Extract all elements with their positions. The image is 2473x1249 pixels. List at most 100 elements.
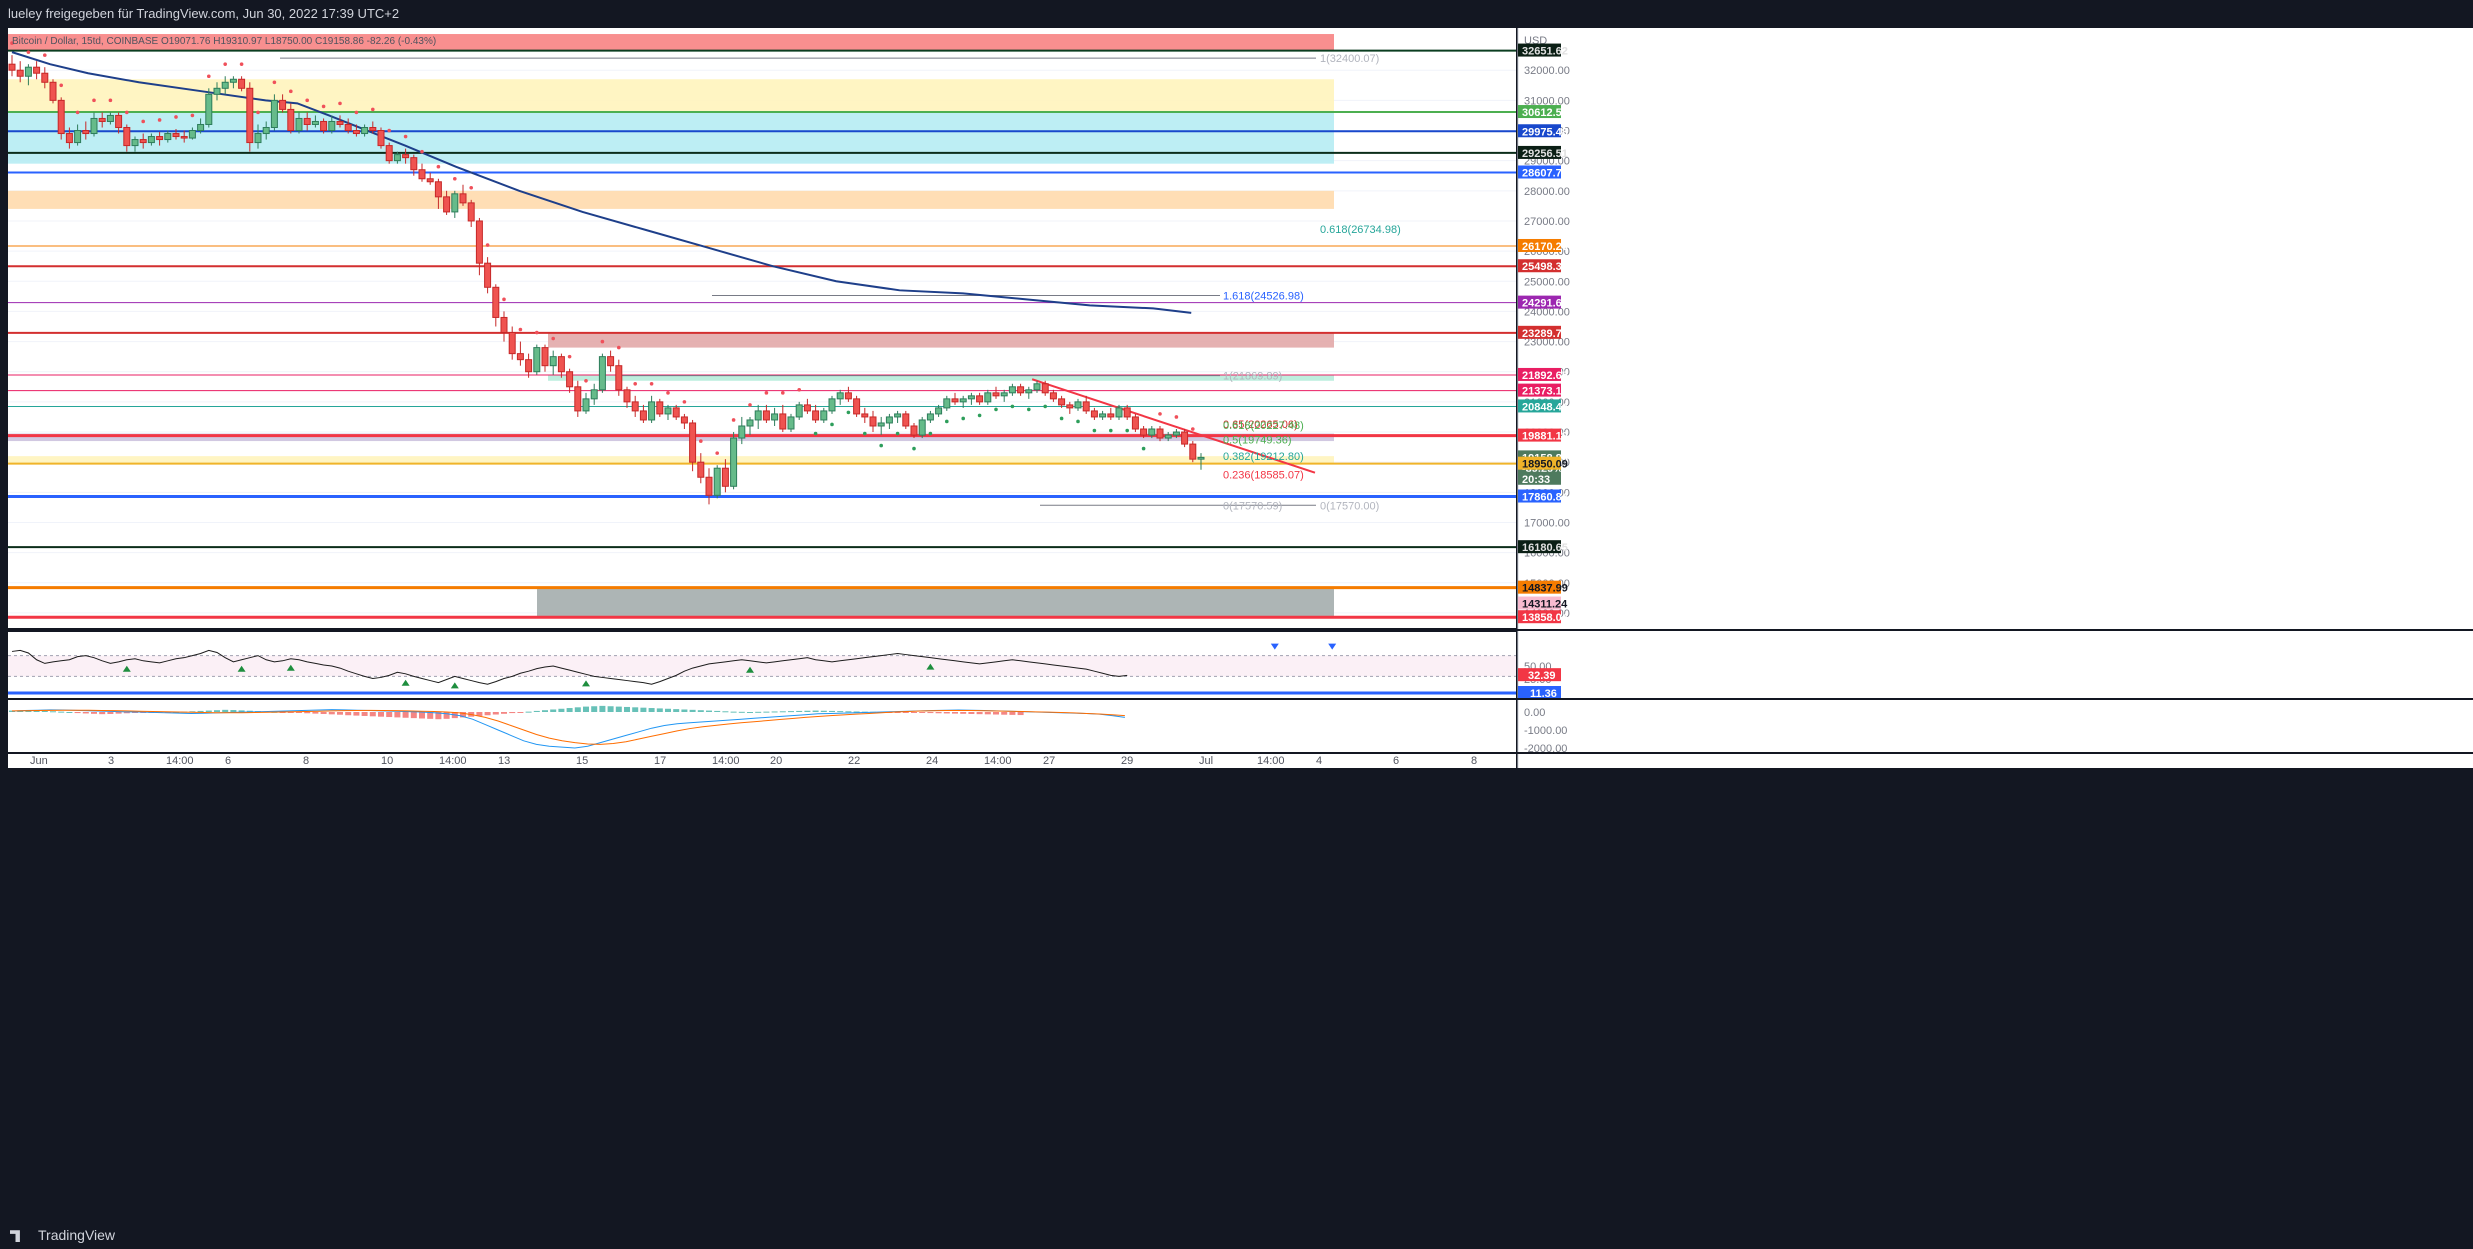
fib-label: 0.65(20265.06)	[1223, 419, 1298, 431]
macd-histogram-bar	[476, 712, 483, 716]
sar-dot	[928, 431, 933, 436]
rsi-sell-marker	[1328, 643, 1337, 650]
candle-body	[328, 120, 336, 132]
candle-body	[828, 398, 836, 412]
zone-box	[8, 433, 1334, 442]
macd-histogram-bar	[214, 710, 220, 712]
candle-body	[352, 130, 360, 135]
price-badge-label: 24291.68	[1522, 298, 1568, 310]
candle-body	[869, 416, 877, 427]
x-tick-label: 15	[576, 755, 588, 767]
sar-dot	[157, 118, 162, 122]
candle-body	[844, 392, 852, 400]
sar-dot	[715, 451, 719, 455]
macd-histogram-bar	[419, 712, 425, 719]
price-badge: 19881.19	[1518, 428, 1568, 443]
rsi-buy-marker	[746, 666, 754, 673]
macd-histogram-bar	[984, 712, 991, 715]
x-tick-label: 24	[926, 755, 938, 767]
macd-histogram-bar	[960, 712, 967, 714]
parabolic-sar-group	[10, 41, 1195, 455]
macd-histogram-bar	[706, 710, 712, 712]
x-tick-label: 8	[1471, 755, 1477, 767]
macd-histogram-bar	[837, 711, 844, 713]
price-badge-label: 30612.55	[1522, 107, 1568, 119]
sar-dot	[846, 410, 851, 415]
candle-body	[689, 422, 697, 463]
price-badge-label: 18950.09	[1522, 459, 1568, 471]
sar-dot	[1043, 404, 1047, 409]
macd-tick-label: 0.00	[1524, 707, 1545, 719]
candle-body	[451, 193, 459, 213]
candle-body	[1017, 386, 1025, 394]
macd-histogram-bar	[353, 712, 360, 716]
sar-dot	[305, 98, 310, 103]
price-badge: 23289.78	[1518, 325, 1568, 340]
macd-histogram-bar	[656, 708, 663, 712]
macd-histogram-bar	[689, 709, 696, 712]
sar-dot	[1027, 407, 1031, 412]
macd-histogram-bar	[312, 712, 319, 714]
candle-body	[229, 78, 237, 83]
macd-histogram-bar	[583, 706, 589, 712]
x-tick-label: Jun	[30, 755, 48, 767]
candle-body	[115, 114, 123, 128]
candle-body	[779, 413, 787, 430]
tradingview-logo[interactable]: TradingView	[10, 1222, 115, 1249]
sar-dot	[1059, 416, 1064, 421]
candle-body	[377, 130, 385, 147]
x-tick-label: 20	[770, 755, 782, 767]
rsi-buy-marker	[122, 665, 131, 672]
sar-dot	[125, 110, 129, 115]
sar-dot	[584, 378, 588, 383]
macd-histogram-bar	[132, 712, 138, 713]
candle-body	[664, 407, 672, 415]
fib-label: 0.382(19212.80)	[1223, 451, 1304, 463]
candle-body	[361, 126, 369, 135]
macd-histogram-bar	[304, 712, 311, 714]
moving-average-line	[11, 51, 1192, 314]
price-badge: 14837.99	[1518, 580, 1568, 595]
sar-dot	[256, 110, 260, 115]
candle-body	[1156, 428, 1164, 439]
price-badge-bg	[1518, 124, 1561, 138]
x-tick-label: 17	[654, 755, 666, 767]
macd-histogram-bar	[337, 712, 343, 715]
macd-histogram-bar	[976, 712, 983, 715]
macd-histogram-bar	[66, 712, 73, 713]
zone-box	[8, 456, 1334, 464]
rsi-value-badge	[1518, 668, 1561, 682]
macd-histogram-bar	[222, 709, 229, 712]
candle-body	[270, 99, 278, 128]
macd-histogram-bar	[919, 712, 926, 713]
price-badge-bg	[1518, 456, 1561, 470]
macd-histogram-bar	[804, 710, 811, 712]
y-tick-label: 17000.00	[1524, 517, 1570, 529]
candle-body	[803, 404, 811, 412]
candle-body	[246, 87, 254, 144]
candle-body	[705, 476, 713, 496]
price-chart[interactable]: 1(32400.07) 0.618(26734.98) 1.618(24526.98…	[0, 0, 2473, 1222]
sar-dot	[830, 422, 834, 427]
candle-body	[1049, 392, 1057, 400]
candle-body	[24, 66, 32, 77]
macd-histogram-bar	[935, 712, 942, 714]
candle-body	[607, 356, 615, 367]
rsi-line	[11, 649, 1128, 685]
candle-body	[180, 136, 188, 139]
macd-histogram-bar	[763, 711, 770, 713]
macd-histogram-bar	[714, 710, 721, 712]
candle-body	[1189, 443, 1197, 460]
candle-body	[254, 133, 262, 144]
sar-dot	[1158, 412, 1162, 416]
macd-histogram-bar	[697, 710, 704, 712]
tradingview-logo-icon	[10, 1230, 20, 1243]
price-badge-label: 28607.78	[1522, 167, 1568, 179]
candle-body	[508, 332, 516, 355]
sar-dot	[289, 89, 293, 94]
sar-dot	[518, 327, 523, 332]
macd-histogram-bar	[968, 712, 975, 714]
candle-body	[574, 386, 582, 412]
macd-histogram-bar	[238, 710, 245, 712]
